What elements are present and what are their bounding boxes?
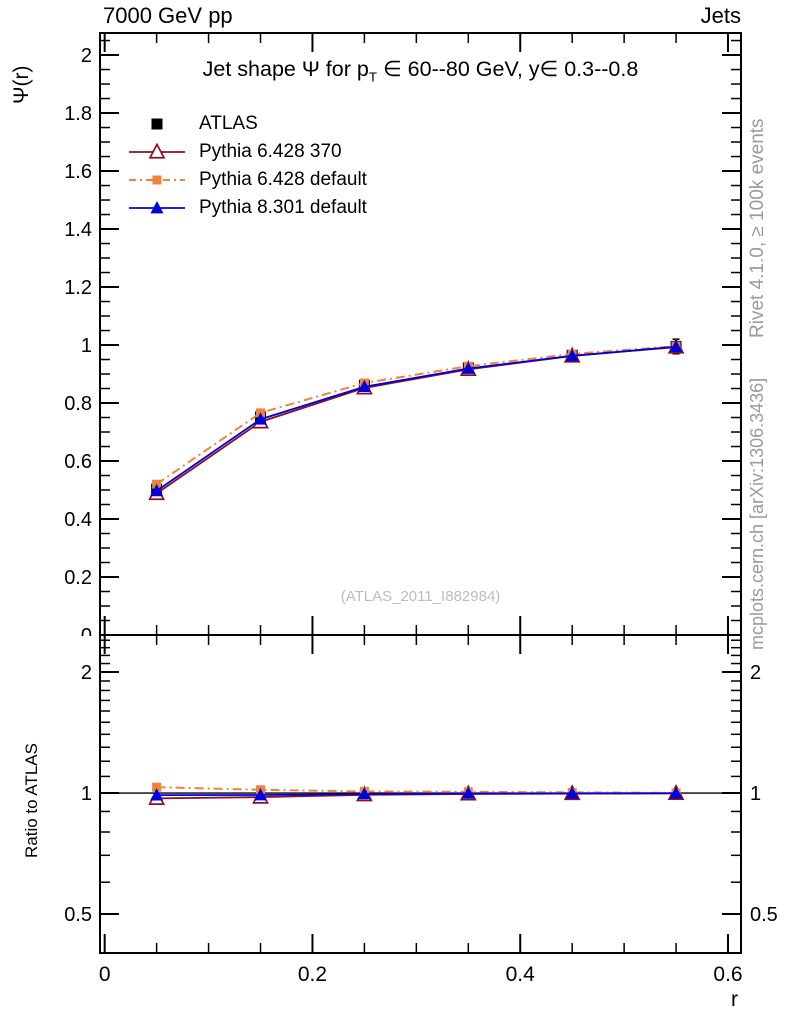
- svg-text:0.5: 0.5: [64, 904, 92, 926]
- rivet-version-note: Rivet 4.1.0, ≥ 100k events: [747, 118, 768, 338]
- analysis-id-watermark: (ATLAS_2011_I882984): [340, 588, 501, 605]
- svg-text:1.4: 1.4: [64, 219, 92, 241]
- analysis-topic-label: Jets: [700, 3, 741, 28]
- svg-text:0.6: 0.6: [713, 963, 742, 986]
- legend-label: Pythia 6.428 370: [199, 141, 342, 162]
- svg-text:1: 1: [81, 335, 92, 357]
- beam-energy-label: 7000 GeV pp: [103, 3, 233, 28]
- legend-label: Pythia 6.428 default: [199, 169, 367, 190]
- svg-text:0.4: 0.4: [64, 509, 92, 531]
- mcplots-reference-note: mcplots.cern.ch [arXiv:1306.3436]: [747, 377, 767, 650]
- svg-text:0.2: 0.2: [298, 963, 327, 986]
- legend-item-pythia-6-428-370: Pythia 6.428 370: [128, 138, 367, 166]
- legend-marker-square-filled: [129, 175, 185, 185]
- svg-text:0.5: 0.5: [750, 904, 778, 926]
- svg-text:1.2: 1.2: [64, 277, 92, 299]
- legend-item-atlas: ATLAS: [128, 110, 367, 138]
- svg-text:1.8: 1.8: [64, 103, 92, 125]
- legend-item-pythia-8-301-default: Pythia 8.301 default: [128, 194, 367, 222]
- svg-text:0: 0: [99, 963, 111, 986]
- svg-text:2: 2: [750, 662, 761, 684]
- x-axis-label: r: [731, 988, 738, 1011]
- plot-title-subscript: T: [368, 69, 377, 85]
- svg-text:1: 1: [750, 783, 761, 805]
- plot-title-range: ∈ 60--80 GeV, y∈ 0.3--0.8: [376, 57, 639, 81]
- svg-text:1.6: 1.6: [64, 161, 92, 183]
- legend-marker-triangle-open: [129, 142, 185, 159]
- legend-marker-square-filled: [151, 118, 163, 130]
- svg-text:2: 2: [81, 45, 92, 67]
- svg-text:0.8: 0.8: [64, 393, 92, 415]
- svg-text:0.6: 0.6: [64, 451, 92, 473]
- legend-item-pythia-6-428-default: Pythia 6.428 default: [128, 166, 367, 194]
- main-panel: 00.20.40.60.811.21.41.61.82: [64, 32, 742, 647]
- svg-text:0.4: 0.4: [506, 963, 536, 986]
- legend-label: Pythia 8.301 default: [199, 197, 367, 218]
- svg-text:1: 1: [81, 783, 92, 805]
- svg-text:2: 2: [81, 662, 92, 684]
- plot-title-text: Jet shape Ψ for p: [202, 57, 369, 81]
- svg-text:0.2: 0.2: [64, 567, 92, 589]
- plot-title: Jet shape Ψ for pT ∈ 60--80 GeV, y∈ 0.3-…: [100, 57, 741, 84]
- y-axis-label-ratio: Ratio to ATLAS: [22, 743, 41, 858]
- legend-label: ATLAS: [199, 113, 258, 134]
- legend-marker-triangle-filled: [129, 200, 185, 214]
- ratio-panel: 0.5 0.5 1 1 2 2 0 0.2 0.4 0.6: [64, 634, 778, 986]
- y-axis-label-top: Ψ(r): [10, 65, 33, 104]
- legend: ATLAS Pythia 6.428 370 Pythia 6.428 defaul…: [128, 110, 367, 222]
